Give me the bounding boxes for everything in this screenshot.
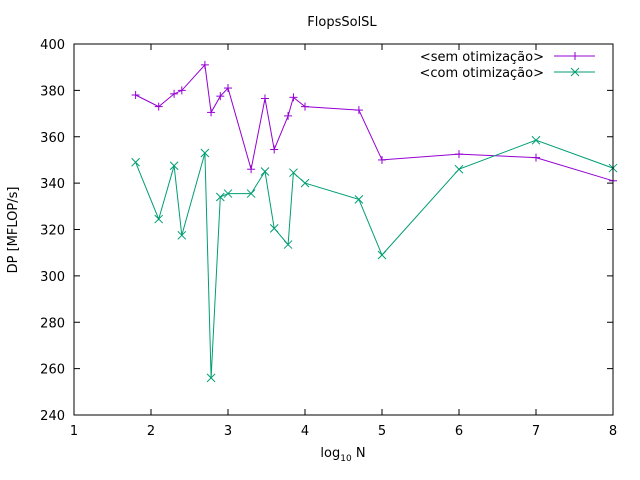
legend-label: <sem otimização> — [420, 50, 544, 65]
data-point — [247, 165, 256, 174]
x-tick-label: 2 — [147, 424, 155, 439]
data-point-marker — [154, 214, 164, 224]
data-point — [300, 178, 310, 188]
data-point-marker — [131, 157, 140, 167]
legend-swatch-marker — [571, 52, 579, 60]
data-point — [354, 195, 364, 204]
data-point — [532, 153, 540, 162]
data-point — [207, 108, 216, 117]
y-tick-label: 300 — [40, 270, 65, 285]
data-point-marker — [200, 148, 210, 158]
plot-frame — [73, 43, 614, 416]
data-point — [216, 92, 225, 101]
data-point — [284, 111, 293, 120]
y-tick-label: 320 — [40, 224, 65, 239]
data-point — [531, 135, 541, 145]
data-point — [289, 168, 298, 178]
data-point — [223, 189, 233, 198]
data-point — [260, 167, 270, 176]
series-layer — [131, 60, 618, 383]
data-point — [283, 240, 293, 249]
x-tick-label: 3 — [224, 424, 232, 439]
data-point-marker — [354, 195, 364, 204]
series-line — [135, 139, 614, 378]
data-point — [200, 60, 209, 69]
data-point — [377, 250, 387, 260]
data-point-marker — [454, 164, 464, 174]
data-point — [270, 145, 279, 154]
data-point-marker — [206, 373, 216, 383]
x-axis-label-subscript: 10 — [340, 454, 352, 464]
y-tick-label: 400 — [40, 38, 65, 53]
x-axis-label-main: log — [320, 446, 340, 461]
data-point — [170, 89, 179, 98]
legend-swatch-marker — [570, 67, 580, 77]
data-point — [154, 102, 163, 111]
data-point — [301, 102, 309, 111]
y-axis-label: DP [MFLOP/s] — [6, 187, 21, 274]
data-point-marker — [260, 167, 270, 176]
x-tick-label: 1 — [70, 424, 78, 439]
y-tick-label: 380 — [40, 84, 65, 99]
legend: <sem otimização><com otimização> — [420, 50, 595, 81]
x-tick-label: 8 — [609, 424, 617, 439]
x-tick-label: 5 — [378, 424, 386, 439]
y-tick-label: 340 — [40, 177, 65, 192]
data-point-marker — [377, 250, 387, 260]
x-tick-label: 7 — [532, 424, 540, 439]
data-point-marker — [169, 161, 179, 171]
data-point — [215, 192, 225, 202]
data-point — [200, 148, 210, 158]
data-point — [260, 94, 269, 103]
x-axis-label: log10 N — [320, 446, 365, 464]
data-point — [378, 155, 386, 164]
data-point — [246, 189, 256, 198]
x-tick-label: 4 — [301, 424, 309, 439]
data-point — [206, 373, 216, 383]
data-point — [269, 223, 279, 233]
y-tick-label: 240 — [40, 409, 65, 424]
data-point-marker — [289, 168, 298, 178]
data-point — [131, 91, 140, 100]
y-tick-label: 260 — [40, 363, 65, 378]
data-point-marker — [223, 189, 233, 198]
data-point — [224, 84, 232, 93]
series-line — [135, 63, 614, 182]
data-point-marker — [269, 223, 279, 233]
series-com-otimizacao — [131, 135, 618, 383]
data-point — [177, 86, 186, 95]
data-point — [455, 150, 463, 159]
data-point — [131, 157, 140, 167]
y-tick-label: 280 — [40, 316, 65, 331]
y-tick-label: 360 — [40, 131, 65, 146]
data-point-marker — [215, 192, 225, 202]
data-point-marker — [177, 230, 187, 240]
axis-ticks: 240 260 280 300 320 340 360 380 400 1 2 3 4 5 6 7 8 — [40, 38, 617, 439]
data-point-marker — [283, 240, 293, 249]
x-axis-label-tail: N — [352, 446, 366, 461]
x-tick-label: 6 — [455, 424, 463, 439]
data-point — [154, 214, 164, 224]
data-point-marker — [531, 135, 541, 145]
data-point — [454, 164, 464, 174]
data-point — [354, 106, 363, 115]
series-sem-otimizacao — [131, 60, 617, 185]
data-point-marker — [246, 189, 256, 198]
data-point-marker — [570, 67, 580, 77]
chart-title: FlopsSolSL — [307, 15, 377, 30]
data-point — [289, 93, 298, 102]
data-point — [177, 230, 187, 240]
data-point-marker — [300, 178, 310, 188]
legend-label: <com otimização> — [420, 66, 544, 81]
data-point — [169, 161, 179, 171]
